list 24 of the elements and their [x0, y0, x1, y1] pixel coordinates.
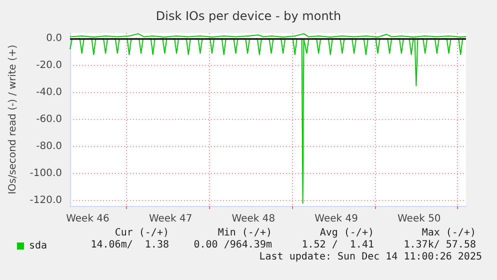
text: 1.52 / 1.41 [302, 240, 374, 250]
y-tick-label: -100.0 [30, 168, 62, 180]
text: Cur (-/+) [114, 228, 169, 238]
y-tick-label: -40.0 [36, 86, 62, 98]
text: Last update: Sun Dec 14 11:00:26 2025 [259, 252, 482, 262]
text: Max (-/+) [422, 228, 476, 238]
text: Avg (-/+) [320, 228, 374, 238]
x-tick-label: Week 48 [232, 214, 276, 224]
x-tick-label: Week 50 [397, 214, 441, 224]
y-tick-label: -20.0 [36, 60, 62, 71]
y-tick-label: 0.0 [46, 32, 62, 44]
y-tick-label: -80.0 [36, 141, 62, 152]
text: Min (-/+) [218, 228, 272, 238]
x-tick-label: Week 49 [314, 214, 358, 224]
y-tick-label: -120.0 [30, 195, 62, 206]
text: 1.37k/ 57.58 [404, 240, 476, 250]
x-tick-label: Week 46 [66, 214, 110, 224]
x-tick-label: Week 47 [148, 214, 192, 224]
y-axis-title: IOs/second read (-) / write (+) [8, 44, 18, 194]
text: 14.06m/ 1.38 [90, 240, 169, 250]
text: 0.00 /964.39m [194, 240, 272, 250]
legend-label: sda [29, 240, 48, 252]
y-tick-label: -60.0 [36, 114, 62, 125]
chart-title: Disk IOs per device - by month [156, 9, 342, 23]
